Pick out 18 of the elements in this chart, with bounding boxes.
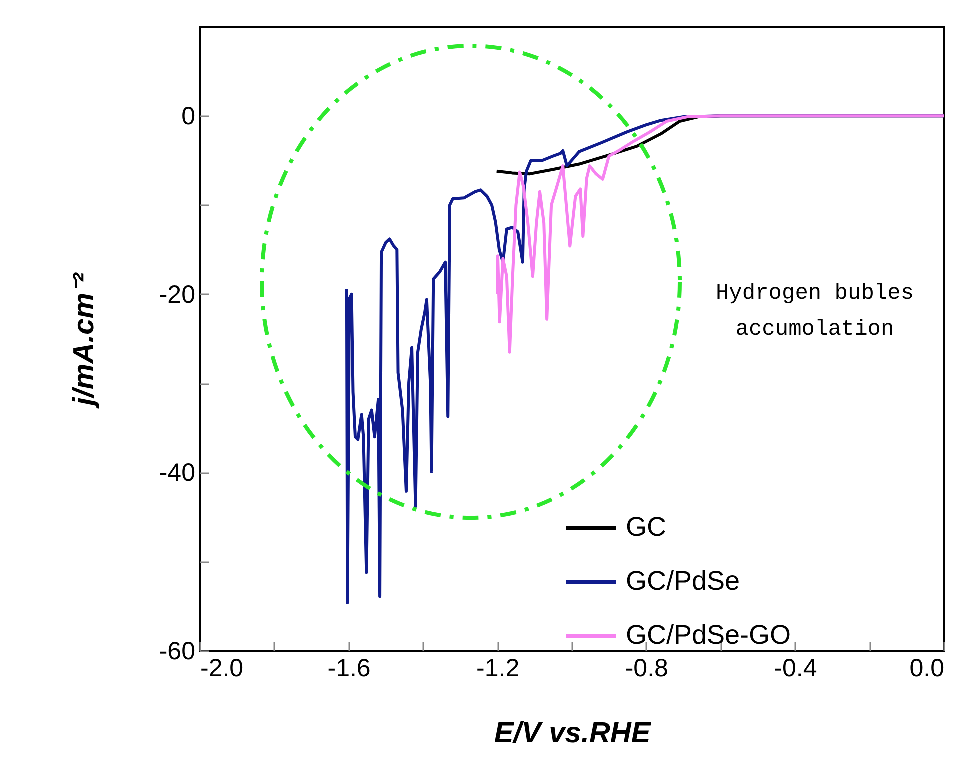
annotation: accumolation bbox=[736, 317, 894, 342]
x-tick-label: 0.0 bbox=[910, 654, 944, 682]
x-tick-label: -0.8 bbox=[625, 654, 668, 682]
annotation: Hydrogen bubles bbox=[716, 281, 914, 306]
line-series bbox=[496, 114, 944, 354]
y-tick-label: -60 bbox=[159, 638, 196, 666]
legend-label: GC bbox=[626, 512, 666, 542]
y-tick-label: -40 bbox=[159, 459, 196, 488]
legend-label: GC/PdSe bbox=[626, 566, 740, 596]
x-tick-label: -0.4 bbox=[774, 654, 818, 682]
x-axis-title: E/V vs.RHE bbox=[494, 718, 652, 750]
x-tick-label: -1.6 bbox=[328, 654, 371, 682]
x-tick-label: -1.2 bbox=[476, 654, 520, 682]
legend-label: GC/PdSe-GO bbox=[626, 620, 792, 650]
x-tick-label: -2.0 bbox=[200, 654, 244, 682]
y-tick-label: 0 bbox=[182, 102, 196, 131]
y-axis-title: j/mA.cm⁻² bbox=[68, 272, 100, 410]
y-tick-label: -20 bbox=[159, 280, 196, 309]
